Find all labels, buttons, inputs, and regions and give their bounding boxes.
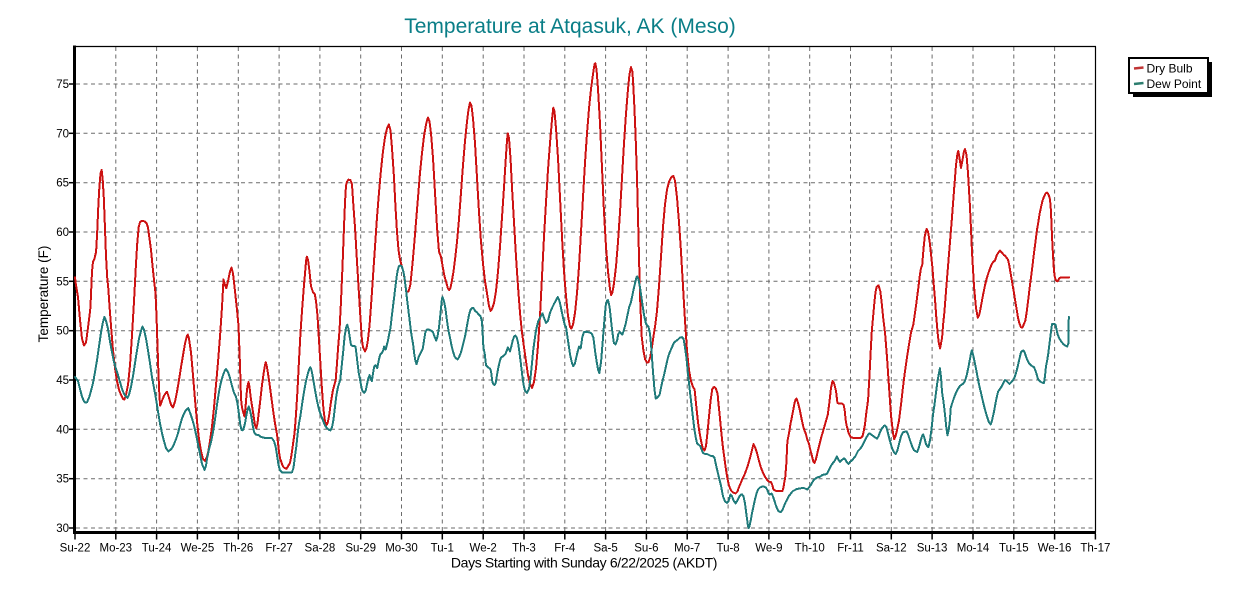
svg-text:Tu-8: Tu-8	[716, 543, 739, 555]
svg-text:Temperature (F): Temperature (F)	[36, 246, 51, 343]
svg-text:Th-26: Th-26	[223, 543, 253, 555]
svg-text:Tu-24: Tu-24	[142, 543, 172, 555]
svg-text:Fr-11: Fr-11	[837, 543, 864, 555]
svg-text:Mo-30: Mo-30	[385, 543, 418, 555]
svg-text:Sa-28: Sa-28	[305, 543, 336, 555]
svg-text:Fr-27: Fr-27	[265, 543, 292, 555]
svg-text:60: 60	[56, 227, 69, 239]
svg-text:Mo-14: Mo-14	[957, 543, 990, 555]
svg-text:We-16: We-16	[1038, 543, 1072, 555]
svg-text:Tu-1: Tu-1	[431, 543, 454, 555]
svg-text:Sa-5: Sa-5	[593, 543, 617, 555]
svg-text:Fr-4: Fr-4	[554, 543, 576, 555]
svg-text:70: 70	[56, 128, 69, 140]
svg-text:55: 55	[56, 276, 69, 288]
svg-text:Th-3: Th-3	[512, 543, 536, 555]
svg-text:We-9: We-9	[755, 543, 782, 555]
svg-text:Tu-15: Tu-15	[999, 543, 1029, 555]
svg-text:Th-17: Th-17	[1080, 543, 1110, 555]
svg-text:30: 30	[56, 523, 69, 535]
svg-text:50: 50	[56, 326, 69, 338]
svg-text:Days Starting with Sunday 6/22: Days Starting with Sunday 6/22/2025 (AKD…	[451, 555, 717, 571]
svg-text:75: 75	[56, 79, 69, 91]
svg-text:Dry Bulb: Dry Bulb	[1147, 62, 1193, 76]
svg-text:Temperature at Atqasuk, AK (Me: Temperature at Atqasuk, AK (Meso)	[404, 15, 736, 38]
svg-text:Su-29: Su-29	[345, 543, 376, 555]
svg-text:Su-6: Su-6	[634, 543, 658, 555]
svg-text:Th-10: Th-10	[795, 543, 825, 555]
svg-text:45: 45	[56, 375, 69, 387]
svg-text:35: 35	[56, 474, 69, 486]
svg-text:Sa-12: Sa-12	[876, 543, 907, 555]
svg-text:Mo-23: Mo-23	[99, 543, 132, 555]
svg-text:Mo-7: Mo-7	[674, 543, 700, 555]
svg-text:We-25: We-25	[181, 543, 215, 555]
svg-text:Su-13: Su-13	[917, 543, 948, 555]
svg-text:Dew Point: Dew Point	[1147, 77, 1202, 91]
svg-text:Su-22: Su-22	[60, 543, 91, 555]
svg-text:40: 40	[56, 424, 69, 436]
svg-text:We-2: We-2	[470, 543, 497, 555]
svg-text:65: 65	[56, 178, 69, 190]
